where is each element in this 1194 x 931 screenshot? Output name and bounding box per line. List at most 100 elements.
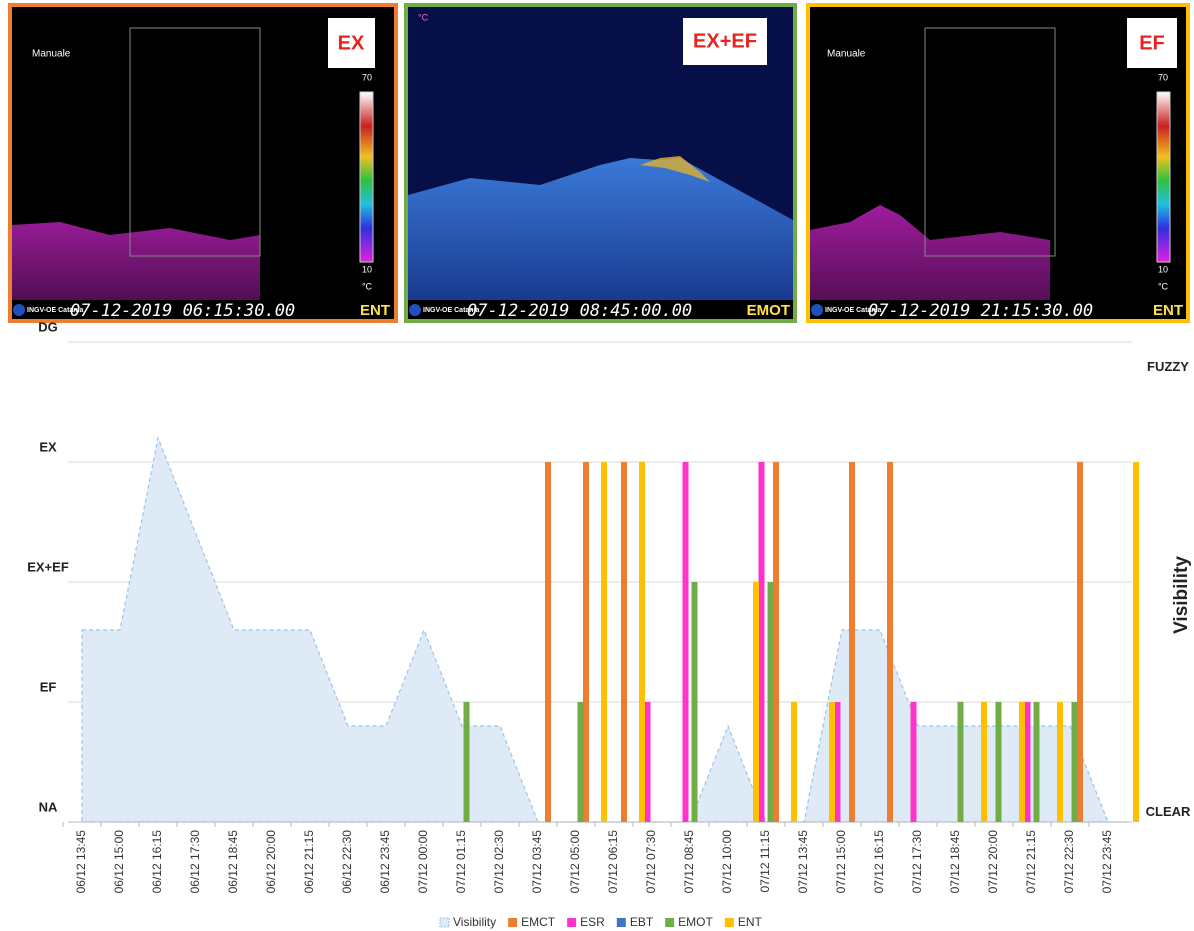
x-tick-label: 07/12 23:45 bbox=[1100, 830, 1114, 894]
bar bbox=[463, 702, 470, 822]
x-tick-label: 07/12 11:15 bbox=[758, 830, 772, 893]
bar bbox=[791, 702, 797, 822]
y-tick-label: EX+EF bbox=[27, 559, 69, 574]
camera-name: ENT bbox=[1153, 302, 1183, 319]
x-tick-label: 06/12 15:00 bbox=[112, 830, 126, 894]
y2-axis-title: Visibility bbox=[1171, 556, 1192, 634]
bar bbox=[639, 462, 645, 822]
x-tick-label: 06/12 21:15 bbox=[302, 830, 316, 894]
bar bbox=[1133, 462, 1139, 822]
camera-panel: °C INGV-OE Catania 07-12-2019 08:45:00.0… bbox=[404, 3, 797, 323]
timestamp: 07-12-2019 08:45:00.00 bbox=[467, 301, 692, 321]
legend-swatch bbox=[616, 918, 626, 927]
bar bbox=[1024, 702, 1031, 822]
scale-min: 10 bbox=[362, 264, 372, 274]
timestamp: 07-12-2019 21:15:30.00 bbox=[868, 301, 1093, 321]
x-tick-label: 07/12 01:15 bbox=[454, 830, 468, 894]
bar bbox=[767, 582, 774, 822]
x-tick-label: 06/12 18:45 bbox=[226, 830, 240, 894]
mode-label: Manuale bbox=[32, 49, 71, 60]
bar bbox=[910, 702, 917, 822]
y-tick-label: NA bbox=[39, 799, 58, 814]
chart: NA EF EX+EF EX DG CLEAR FUZZY 06/12 13:45 06/12 … bbox=[27, 319, 1191, 929]
legend-swatch bbox=[567, 918, 577, 927]
y2-tick-label: FUZZY bbox=[1147, 359, 1189, 374]
x-tick-label: 06/12 13:45 bbox=[74, 830, 88, 894]
bar bbox=[577, 702, 584, 822]
legend-label: Visibility bbox=[453, 915, 496, 929]
x-tick-label: 07/12 15:00 bbox=[834, 830, 848, 894]
bar bbox=[957, 702, 964, 822]
legend-label: ENT bbox=[738, 915, 763, 929]
bar bbox=[1019, 702, 1025, 822]
scale-max: 70 bbox=[362, 72, 372, 82]
x-tick-label: 06/12 22:30 bbox=[340, 830, 354, 894]
x-tick-label: 07/12 10:00 bbox=[720, 830, 734, 894]
scale-unit: °C bbox=[1158, 281, 1169, 291]
bar bbox=[1057, 702, 1063, 822]
bar bbox=[834, 702, 841, 822]
x-tick-label: 07/12 18:45 bbox=[948, 830, 962, 894]
bar bbox=[1071, 702, 1078, 822]
x-tick-label: 06/12 17:30 bbox=[188, 830, 202, 894]
legend-swatch bbox=[508, 918, 518, 927]
panel-label: EX+EF bbox=[693, 30, 757, 52]
bar bbox=[829, 702, 835, 822]
panel-label: EF bbox=[1139, 32, 1165, 54]
x-tick-label: 07/12 21:15 bbox=[1024, 830, 1038, 894]
x-tick-label: 07/12 17:30 bbox=[910, 830, 924, 894]
bar bbox=[887, 462, 893, 822]
y-tick-label: EF bbox=[40, 679, 57, 694]
logo: INGV-OE Catania bbox=[423, 307, 480, 314]
bar bbox=[644, 702, 651, 822]
legend-swatch bbox=[724, 918, 734, 927]
legend-label: EMCT bbox=[521, 915, 556, 929]
y-tick-label: EX bbox=[39, 439, 57, 454]
x-tick-label: 07/12 07:30 bbox=[644, 830, 658, 894]
bar bbox=[758, 462, 765, 822]
x-tick-label: 07/12 13:45 bbox=[796, 830, 810, 894]
camera-panel: Manuale 70 10 °C INGV-OE Catania 07-12-2… bbox=[8, 3, 398, 323]
bar bbox=[601, 462, 607, 822]
bar bbox=[583, 462, 589, 822]
x-tick-label: 07/12 22:30 bbox=[1062, 830, 1076, 894]
timestamp: 07-12-2019 06:15:30.00 bbox=[70, 301, 295, 321]
x-tick-label: 07/12 08:45 bbox=[682, 830, 696, 894]
bar bbox=[621, 462, 627, 822]
logo: INGV-OE Catania bbox=[27, 307, 84, 314]
bar bbox=[995, 702, 1002, 822]
legend-label: ESR bbox=[580, 915, 605, 929]
unit: °C bbox=[418, 12, 429, 22]
x-tick-label: 06/12 20:00 bbox=[264, 830, 278, 894]
camera-name: ENT bbox=[360, 302, 390, 319]
x-tick-label: 07/12 03:45 bbox=[530, 830, 544, 894]
scale-unit: °C bbox=[362, 281, 373, 291]
bar bbox=[849, 462, 855, 822]
camera-name: EMOT bbox=[747, 302, 790, 319]
panel-label: EX bbox=[338, 32, 365, 54]
camera-panel: Manuale 70 10 °C INGV-OE Catania 07-12-2… bbox=[806, 3, 1190, 323]
x-tick-label: 07/12 06:15 bbox=[606, 830, 620, 894]
bar bbox=[1033, 702, 1040, 822]
x-tick-label: 07/12 00:00 bbox=[416, 830, 430, 894]
x-tick-label: 06/12 23:45 bbox=[378, 830, 392, 894]
bar bbox=[691, 582, 698, 822]
y-tick-label: DG bbox=[38, 319, 58, 334]
y2-tick-label: CLEAR bbox=[1146, 804, 1191, 819]
scale-min: 10 bbox=[1158, 264, 1168, 274]
x-tick-label: 07/12 16:15 bbox=[872, 830, 886, 894]
legend-swatch bbox=[439, 917, 450, 928]
x-tick-label: 07/12 20:00 bbox=[986, 830, 1000, 894]
scale-max: 70 bbox=[1158, 72, 1168, 82]
legend-label: EBT bbox=[630, 915, 654, 929]
bar bbox=[545, 462, 551, 822]
x-tick-label: 07/12 05:00 bbox=[568, 830, 582, 894]
logo: INGV-OE Catania bbox=[825, 307, 882, 314]
bar bbox=[773, 462, 779, 822]
bar bbox=[981, 702, 987, 822]
bar bbox=[753, 582, 759, 822]
x-tick-label: 06/12 16:15 bbox=[150, 830, 164, 894]
x-tick-label: 07/12 02:30 bbox=[492, 830, 506, 894]
bar bbox=[682, 462, 689, 822]
